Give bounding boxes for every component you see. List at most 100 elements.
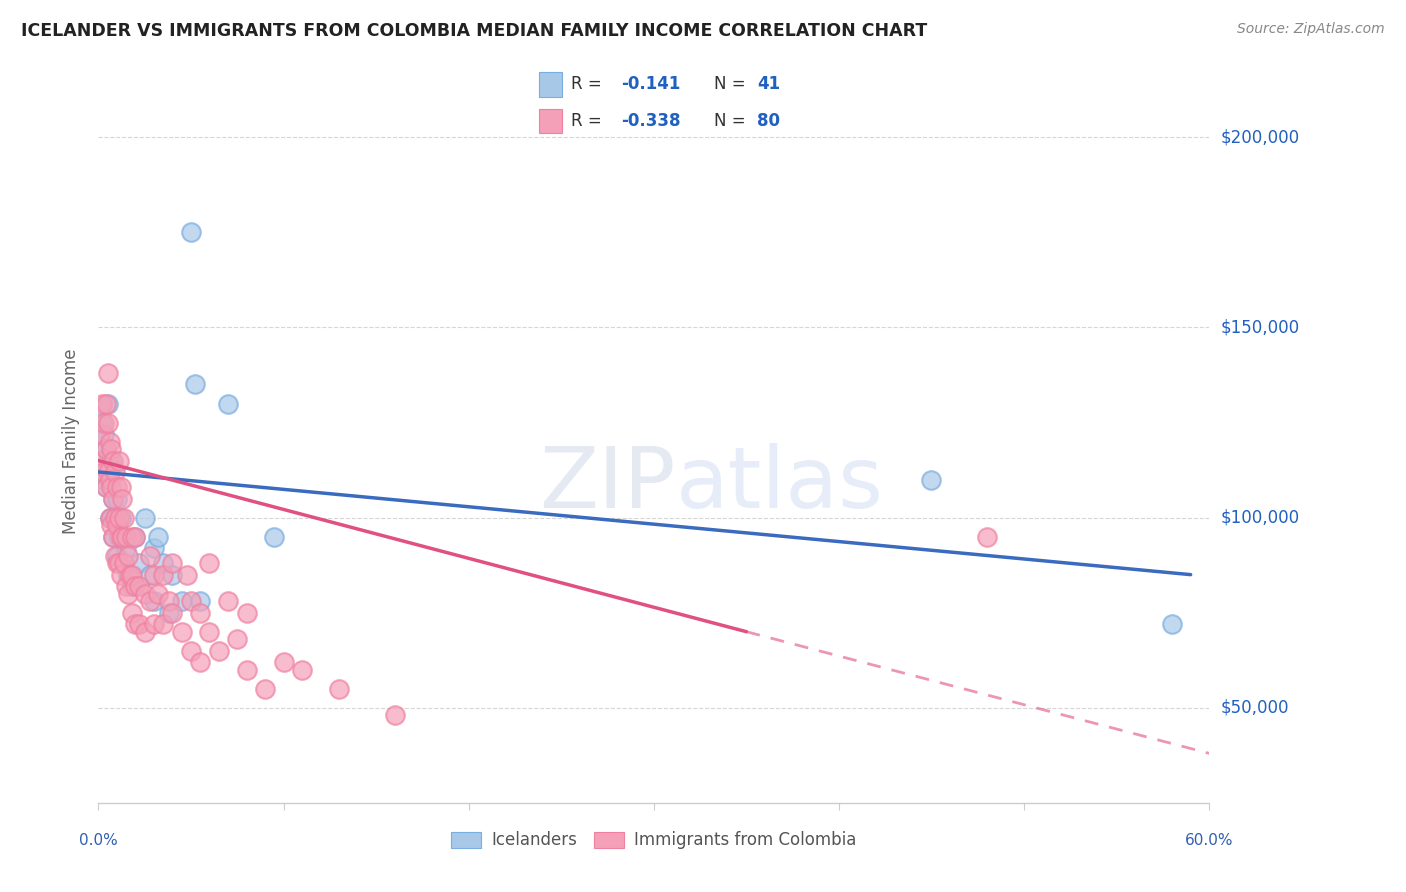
Bar [538, 109, 562, 134]
Point [208, 643, 231, 657]
Text: 0.0%: 0.0% [79, 833, 118, 848]
Point [198, 556, 221, 570]
Point [112, 556, 135, 570]
Point [104, 549, 127, 563]
Point [121, 579, 143, 593]
Point [117, 567, 139, 582]
Point [117, 549, 139, 563]
Point [152, 556, 174, 570]
Point [143, 567, 166, 582]
Point [100, 480, 122, 494]
Point [105, 549, 128, 563]
Point [152, 567, 174, 582]
Point [105, 480, 128, 494]
Point [291, 663, 314, 677]
Point [98, 473, 121, 487]
Point [100, 518, 122, 533]
Point [100, 453, 122, 467]
Point [111, 530, 134, 544]
Text: $150,000: $150,000 [1220, 318, 1299, 336]
Text: Source: ZipAtlas.com: Source: ZipAtlas.com [1237, 22, 1385, 37]
Point [1161, 617, 1184, 632]
Point [139, 549, 162, 563]
Point [89, 434, 111, 449]
Point [105, 491, 128, 506]
Point [134, 510, 156, 524]
Point [134, 587, 156, 601]
Text: N =: N = [714, 75, 751, 93]
Point [97, 396, 120, 410]
Point [91, 396, 114, 410]
Point [176, 567, 198, 582]
Point [110, 480, 132, 494]
Point [94, 442, 117, 457]
Text: N =: N = [714, 112, 751, 130]
Point [93, 416, 115, 430]
Text: 60.0%: 60.0% [1185, 833, 1233, 848]
Point [235, 663, 257, 677]
Point [94, 396, 117, 410]
Text: ICELANDER VS IMMIGRANTS FROM COLOMBIA MEDIAN FAMILY INCOME CORRELATION CHART: ICELANDER VS IMMIGRANTS FROM COLOMBIA ME… [21, 22, 928, 40]
Point [104, 465, 127, 479]
Text: $200,000: $200,000 [1220, 128, 1299, 146]
Point [139, 567, 162, 582]
Point [976, 530, 998, 544]
Point [124, 530, 146, 544]
Point [107, 453, 129, 467]
Point [146, 587, 169, 601]
Point [128, 556, 150, 570]
Point [111, 530, 134, 544]
Point [273, 655, 295, 669]
Point [98, 434, 121, 449]
Point [188, 594, 211, 608]
Point [139, 594, 162, 608]
Point [384, 708, 406, 723]
Point [157, 606, 180, 620]
Point [180, 643, 202, 657]
Text: R =: R = [571, 75, 607, 93]
Point [162, 606, 184, 620]
Point [188, 655, 211, 669]
Point [263, 530, 285, 544]
Text: -0.338: -0.338 [621, 112, 681, 130]
Point [98, 510, 121, 524]
Point [100, 442, 122, 457]
Point [105, 556, 128, 570]
Point [98, 465, 121, 479]
Point [124, 617, 146, 632]
Point [94, 480, 117, 494]
Point [188, 606, 211, 620]
Point [198, 624, 221, 639]
Text: 80: 80 [756, 112, 780, 130]
Point [98, 510, 121, 524]
Point [128, 579, 150, 593]
Point [89, 426, 111, 441]
Point [107, 510, 129, 524]
Point [118, 567, 141, 582]
Point [128, 617, 150, 632]
Y-axis label: Median Family Income: Median Family Income [62, 349, 80, 534]
Point [115, 579, 138, 593]
Point [180, 226, 202, 240]
Point [111, 491, 134, 506]
Point [91, 453, 114, 467]
Point [115, 530, 138, 544]
Point [143, 594, 166, 608]
Point [110, 510, 132, 524]
Legend: Icelanders, Immigrants from Colombia: Icelanders, Immigrants from Colombia [444, 824, 863, 856]
Point [253, 681, 276, 696]
Text: R =: R = [571, 112, 607, 130]
Point [121, 530, 143, 544]
Point [97, 416, 120, 430]
Point [100, 510, 122, 524]
Point [103, 453, 125, 467]
Point [104, 510, 127, 524]
Point [94, 442, 117, 457]
Point [162, 556, 184, 570]
Bar [538, 71, 562, 96]
Point [170, 594, 193, 608]
Point [143, 617, 166, 632]
Point [121, 567, 143, 582]
Point [180, 594, 202, 608]
Text: $100,000: $100,000 [1220, 508, 1299, 526]
